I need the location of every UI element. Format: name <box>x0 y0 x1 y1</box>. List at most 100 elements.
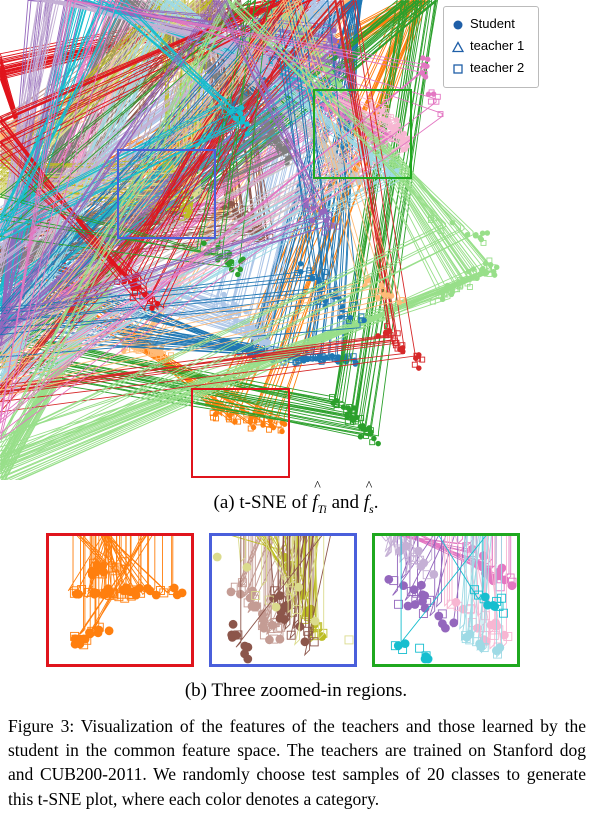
student-point <box>184 213 191 219</box>
student-point <box>449 618 459 628</box>
student-point <box>493 264 500 270</box>
legend-item-student: Student <box>452 15 515 33</box>
teacher-1-point <box>0 0 285 283</box>
student-point <box>85 629 95 639</box>
student-point <box>276 143 282 149</box>
student-point <box>479 230 486 236</box>
teacher-2-point <box>465 635 475 645</box>
student-point <box>449 219 456 226</box>
teacher-1-point <box>0 0 321 319</box>
legend-item-teacher-2: teacher 2 <box>452 59 524 77</box>
teacher-2-point <box>352 418 359 425</box>
zoom-region-red-box <box>191 388 290 478</box>
student-point <box>464 231 471 238</box>
student-point <box>396 299 403 306</box>
student-point <box>409 585 419 595</box>
student-point <box>310 616 320 626</box>
teacher-1-point <box>0 0 367 364</box>
teacher-1-point <box>0 0 315 312</box>
student-point <box>279 615 289 624</box>
teacher-1-point <box>0 0 424 422</box>
figure-caption: Figure 3: Visualization of the features … <box>8 716 586 809</box>
teacher-2-point <box>277 427 284 434</box>
teacher-2-point <box>168 586 178 595</box>
teacher-1-point <box>0 0 232 229</box>
zoom-panel-border <box>46 533 194 667</box>
student-point <box>438 619 447 629</box>
student-point <box>331 146 337 153</box>
teacher-2-point <box>411 595 421 604</box>
student-point <box>434 611 444 621</box>
student-point <box>425 91 432 98</box>
teacher-1-point <box>0 0 393 390</box>
teacher-2-point <box>141 287 148 294</box>
teacher-2-point <box>321 229 328 236</box>
teacher-2-point <box>111 562 121 572</box>
teacher-2-point <box>281 576 291 586</box>
student-point <box>470 266 477 272</box>
teacher-2-point <box>371 288 378 295</box>
student-point <box>371 435 377 442</box>
student-point <box>275 634 285 644</box>
teacher-2-point <box>335 69 342 76</box>
student-point <box>154 301 161 307</box>
student-point <box>265 635 274 645</box>
student-point <box>484 230 491 236</box>
student-point <box>237 110 244 117</box>
student-point <box>90 588 99 597</box>
student-point <box>401 130 408 137</box>
student-point <box>416 365 422 371</box>
teacher-1-point <box>0 0 289 289</box>
student-point <box>414 546 423 556</box>
student-point <box>238 104 245 111</box>
student-point <box>490 621 500 631</box>
teacher-2-point <box>385 121 392 127</box>
teacher-1-point <box>0 0 326 323</box>
teacher-1-point <box>0 0 330 327</box>
teacher-2-point <box>321 268 328 275</box>
teacher-1-point <box>0 0 465 462</box>
legend-label: teacher 1 <box>470 38 525 53</box>
student-point <box>424 56 431 63</box>
teacher-2-point <box>379 288 385 295</box>
student-point <box>451 597 461 607</box>
teacher-2-point <box>396 135 403 142</box>
student-point <box>303 203 309 209</box>
student-point <box>374 294 381 301</box>
teacher-1-point <box>0 0 332 329</box>
teacher-2-point <box>251 591 261 600</box>
teacher-2-point <box>350 301 357 308</box>
teacher-2-point <box>427 98 434 105</box>
plot-legend: Student teacher 1 teacher 2 <box>443 6 539 88</box>
math-sub-ti: Ti <box>317 501 327 516</box>
teacher-2-point <box>383 107 390 114</box>
teacher-2-point <box>209 410 216 417</box>
teacher-2-point <box>413 352 420 359</box>
teacher-2-point <box>328 222 334 229</box>
student-point <box>423 654 433 664</box>
teacher-2-point <box>275 421 282 428</box>
teacher-1-point <box>0 0 399 396</box>
teacher-2-point <box>287 586 297 596</box>
teacher-2-point <box>237 578 247 588</box>
student-point <box>70 639 80 649</box>
student-point <box>403 601 413 611</box>
teacher-2-point <box>345 318 352 325</box>
teacher-1-point <box>0 0 194 194</box>
teacher-2-point <box>394 330 401 337</box>
student-point <box>347 407 353 414</box>
student-point <box>135 583 144 593</box>
teacher-1-point <box>0 0 280 277</box>
teacher-1-point <box>0 0 474 471</box>
teacher-2-point <box>326 28 333 35</box>
teacher-2-point <box>108 563 118 573</box>
student-point <box>92 560 102 569</box>
student-point <box>244 130 251 137</box>
teacher-2-point <box>230 582 240 592</box>
teacher-1-point <box>0 0 372 369</box>
teacher-2-point <box>415 643 425 653</box>
legend-item-teacher-1: teacher 1 <box>451 37 525 55</box>
student-point <box>242 562 252 572</box>
student-point <box>368 429 374 435</box>
student-point <box>247 602 257 611</box>
